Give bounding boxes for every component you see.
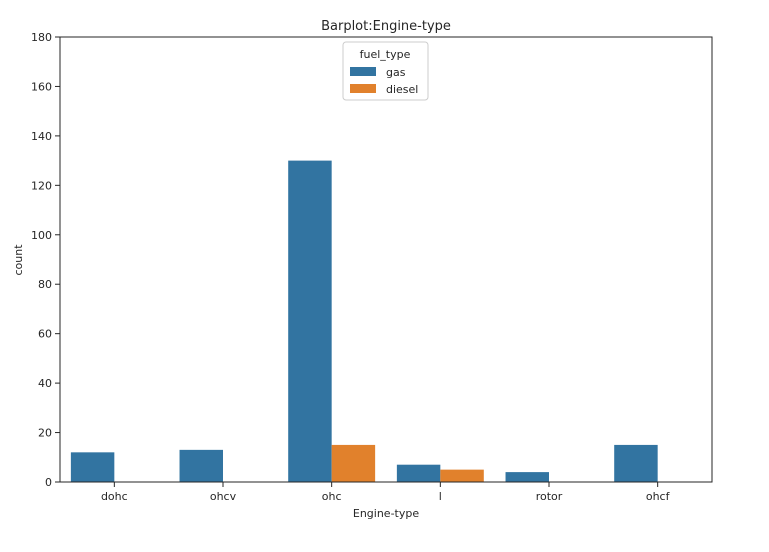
x-tick-label-ohc: ohc — [322, 490, 342, 503]
y-tick-label: 20 — [38, 427, 52, 440]
legend-swatch-diesel — [350, 84, 376, 93]
bar-gas-dohc — [70, 452, 115, 482]
chart-title: Barplot:Engine-type — [321, 19, 451, 34]
y-axis: 0 20 40 60 80 100 120 140 160 180 — [31, 31, 60, 489]
x-tick-label-rotor: rotor — [536, 490, 563, 503]
y-tick-label: 160 — [31, 80, 52, 93]
x-tick-label-ohcf: ohcf — [646, 490, 671, 503]
y-tick-label: 0 — [45, 476, 52, 489]
y-tick-label: 180 — [31, 31, 52, 44]
bar-gas-rotor — [505, 472, 549, 482]
legend: fuel_type gas diesel — [342, 41, 429, 101]
bar-gas-l — [396, 464, 441, 482]
x-tick-label-l: l — [439, 490, 442, 503]
legend-title: fuel_type — [360, 48, 411, 61]
y-tick-label: 40 — [38, 377, 52, 390]
x-tick-label-ohcv: ohcv — [210, 490, 237, 503]
plot-frame — [59, 36, 713, 483]
y-tick-label: 100 — [31, 229, 52, 242]
x-tick-label-dohc: dohc — [101, 490, 128, 503]
bar-gas-ohcv — [179, 449, 223, 482]
x-axis-label: Engine-type — [353, 507, 419, 520]
bar-diesel-l — [440, 469, 484, 482]
bar-diesel-ohc — [331, 444, 376, 482]
bar-gas-ohcf — [614, 444, 658, 482]
y-tick-label: 120 — [31, 179, 52, 192]
bar-gas-ohc — [288, 160, 332, 482]
y-tick-label: 140 — [31, 130, 52, 143]
y-axis-label: count — [12, 244, 25, 276]
legend-label-diesel: diesel — [386, 83, 418, 96]
legend-label-gas: gas — [386, 66, 406, 79]
y-tick-label: 60 — [38, 328, 52, 341]
legend-swatch-gas — [350, 67, 376, 76]
x-axis: dohc ohcv ohc l rotor ohcf — [101, 482, 671, 503]
bars-group — [70, 160, 658, 482]
y-tick-label: 80 — [38, 278, 52, 291]
